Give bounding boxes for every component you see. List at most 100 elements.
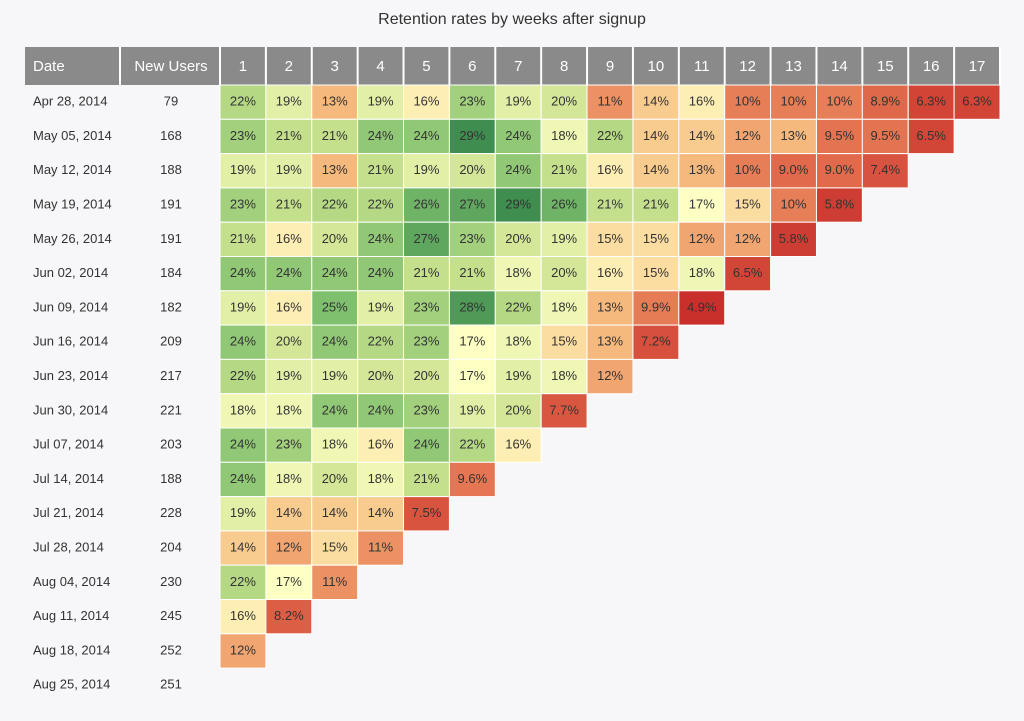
cell: [586, 290, 634, 326]
cell: [403, 358, 450, 395]
cell: [265, 187, 313, 223]
cell: [724, 187, 772, 223]
cell-label: 14%: [643, 94, 669, 109]
cell-label: 18%: [689, 265, 715, 280]
cell: [357, 187, 405, 223]
week-label: 6: [468, 58, 476, 75]
cell-label: 9.5%: [825, 128, 855, 143]
cell: [403, 324, 450, 360]
row-date: Jul 14, 2014: [33, 471, 104, 486]
cell-label: 19%: [276, 94, 302, 109]
cell-label: 23%: [413, 402, 439, 417]
row-count: 168: [160, 128, 182, 143]
cell: [494, 118, 542, 155]
cell-label: 13%: [781, 128, 807, 143]
cell-label: 13%: [689, 162, 715, 177]
cell-label: 22%: [459, 437, 485, 452]
cell-label: 17%: [689, 196, 715, 211]
cell-label: 16%: [276, 299, 302, 314]
row-count: 191: [160, 231, 182, 246]
cell-label: 24%: [368, 402, 394, 417]
cell: [586, 358, 634, 395]
cell-label: 23%: [230, 128, 256, 143]
cell-label: 4.9%: [687, 299, 717, 314]
cell: [357, 84, 405, 120]
row-date: May 26, 2014: [33, 231, 112, 246]
row-date: Aug 11, 2014: [33, 608, 109, 623]
cell-label: 19%: [505, 94, 531, 109]
cell: [219, 358, 267, 395]
cell-label: 27%: [459, 196, 485, 211]
cell: [724, 118, 772, 155]
cell-label: 23%: [459, 231, 485, 246]
cell: [448, 84, 496, 120]
cell-label: 5.8%: [779, 231, 809, 246]
cell: [448, 221, 496, 257]
cell: [403, 187, 450, 223]
cell: [770, 187, 817, 223]
cell: [586, 187, 634, 223]
cell-label: 16%: [597, 162, 623, 177]
cell: [861, 153, 909, 189]
cell: [770, 118, 817, 155]
cell: [311, 256, 359, 292]
cell-label: 24%: [230, 265, 256, 280]
cell: [265, 496, 313, 532]
cell-label: 24%: [322, 265, 348, 280]
cell-label: 18%: [276, 402, 302, 417]
cell-label: 22%: [230, 94, 256, 109]
cell-label: 24%: [322, 402, 348, 417]
cell-label: 20%: [551, 94, 577, 109]
cell-label: 22%: [322, 196, 348, 211]
cell: [448, 290, 496, 326]
cell-label: 12%: [276, 539, 302, 554]
cell-label: 10%: [781, 196, 807, 211]
cell-label: 7.7%: [549, 402, 579, 417]
cell: [311, 324, 359, 360]
row-date: Aug 25, 2014: [33, 677, 110, 692]
cell-label: 21%: [276, 196, 302, 211]
week-label: 9: [606, 58, 614, 75]
week-label: 14: [831, 58, 848, 75]
cell-label: 16%: [597, 265, 623, 280]
row-date: Aug 04, 2014: [33, 574, 110, 589]
cell-label: 16%: [276, 231, 302, 246]
cell: [448, 393, 496, 429]
week-label: 3: [331, 58, 339, 75]
cell-label: 16%: [689, 94, 715, 109]
cell: [403, 496, 450, 532]
cell-label: 18%: [505, 265, 531, 280]
cell: [540, 324, 588, 360]
cell: [219, 633, 267, 669]
cell-label: 21%: [276, 128, 302, 143]
row-count: 204: [160, 539, 182, 554]
cell: [311, 290, 359, 326]
cell-label: 12%: [735, 231, 761, 246]
row-date: Jun 02, 2014: [33, 265, 108, 280]
cell-label: 9.9%: [641, 299, 671, 314]
cell: [815, 84, 863, 120]
cell-label: 24%: [505, 162, 531, 177]
cell-label: 16%: [505, 437, 531, 452]
cell: [632, 221, 680, 257]
cell: [494, 427, 542, 463]
cell: [494, 187, 542, 223]
row-count: 79: [164, 94, 178, 109]
cell-label: 7.5%: [412, 505, 442, 520]
row-count: 182: [160, 299, 182, 314]
cell-label: 22%: [597, 128, 623, 143]
cell-label: 22%: [230, 574, 256, 589]
cell: [265, 530, 313, 566]
cell-label: 14%: [368, 505, 394, 520]
cell: [311, 564, 359, 601]
cell: [311, 358, 359, 395]
cell-label: 15%: [551, 334, 577, 349]
cell: [448, 461, 496, 498]
cell-label: 24%: [276, 265, 302, 280]
cell-label: 24%: [505, 128, 531, 143]
cell: [357, 290, 405, 326]
row-date: Apr 28, 2014: [33, 94, 107, 109]
cell-label: 22%: [368, 334, 394, 349]
cell: [540, 393, 588, 429]
cell-label: 20%: [459, 162, 485, 177]
